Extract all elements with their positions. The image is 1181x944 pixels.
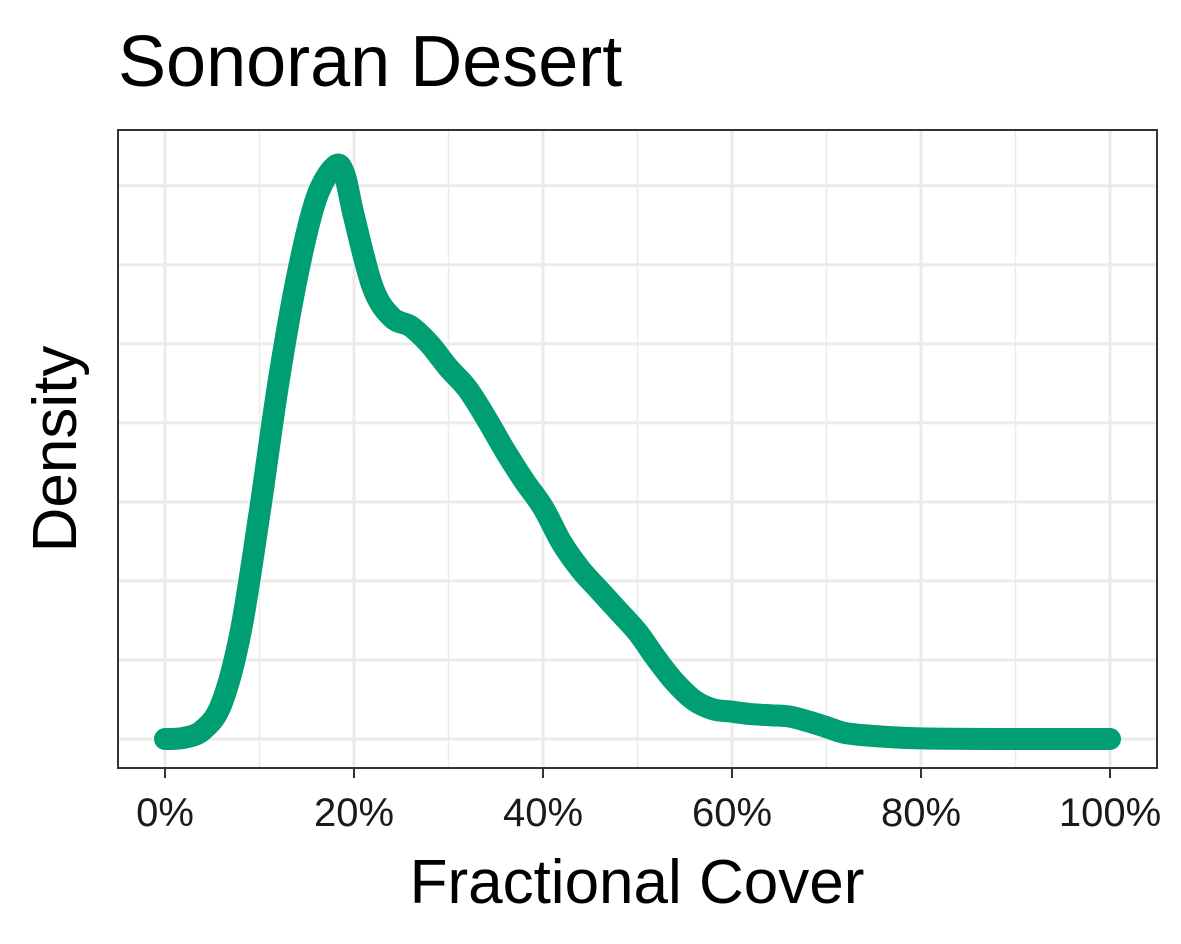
x-tick-label: 20%	[314, 791, 394, 835]
x-tick-label: 80%	[881, 791, 961, 835]
x-tick-label: 60%	[692, 791, 772, 835]
plot-border	[117, 129, 1158, 769]
x-tick-label: 40%	[503, 791, 583, 835]
x-axis-title: Fractional Cover	[410, 848, 865, 917]
x-tick-label: 100%	[1059, 791, 1161, 835]
chart-title: Sonoran Desert	[118, 22, 622, 102]
density-series	[154, 153, 1121, 751]
x-axis: 0% 20% 40% 60% 80% 100%	[136, 768, 1161, 835]
y-axis-title: Density	[21, 346, 90, 553]
density-curve	[154, 153, 1121, 751]
x-tick-label: 0%	[136, 791, 194, 835]
